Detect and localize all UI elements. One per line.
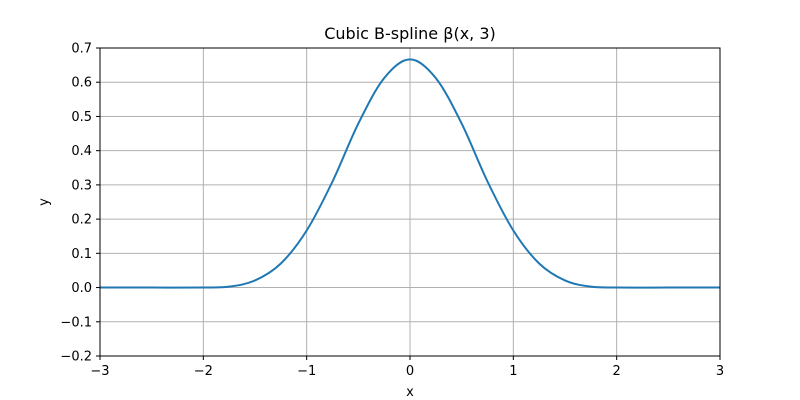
y-tick-label: 0.7 — [71, 42, 92, 57]
y-tick-label: 0.0 — [71, 281, 92, 296]
x-axis-label: x — [406, 385, 414, 400]
y-tick-label: 0.2 — [71, 213, 92, 228]
x-tick-label: −1 — [297, 364, 316, 379]
x-tick-label: −3 — [90, 364, 109, 379]
x-tick-label: −2 — [194, 364, 213, 379]
y-tick-label: 0.3 — [71, 178, 92, 193]
tick-group: −3 −2 −1 0 1 2 3 −0.2 −0.1 0.0 0.1 0.2 0.3 0.4 0.5 0.6 0… — [60, 42, 724, 380]
y-tick-label: 0.1 — [71, 247, 92, 262]
y-tick-label: 0.5 — [71, 110, 92, 125]
x-tick-label: 1 — [509, 364, 517, 379]
x-tick-label: 3 — [716, 364, 724, 379]
chart-title: Cubic B-spline β(x, 3) — [324, 24, 496, 43]
series-line — [100, 58, 720, 289]
x-tick-label: 0 — [406, 364, 414, 379]
y-tick-label: −0.1 — [60, 315, 92, 330]
y-tick-label: 0.4 — [71, 144, 92, 159]
y-tick-label: −0.2 — [60, 350, 92, 365]
series-group — [100, 58, 720, 289]
y-tick-label: 0.6 — [71, 76, 92, 91]
y-axis-label: y — [37, 198, 52, 206]
x-tick-label: 2 — [613, 364, 621, 379]
